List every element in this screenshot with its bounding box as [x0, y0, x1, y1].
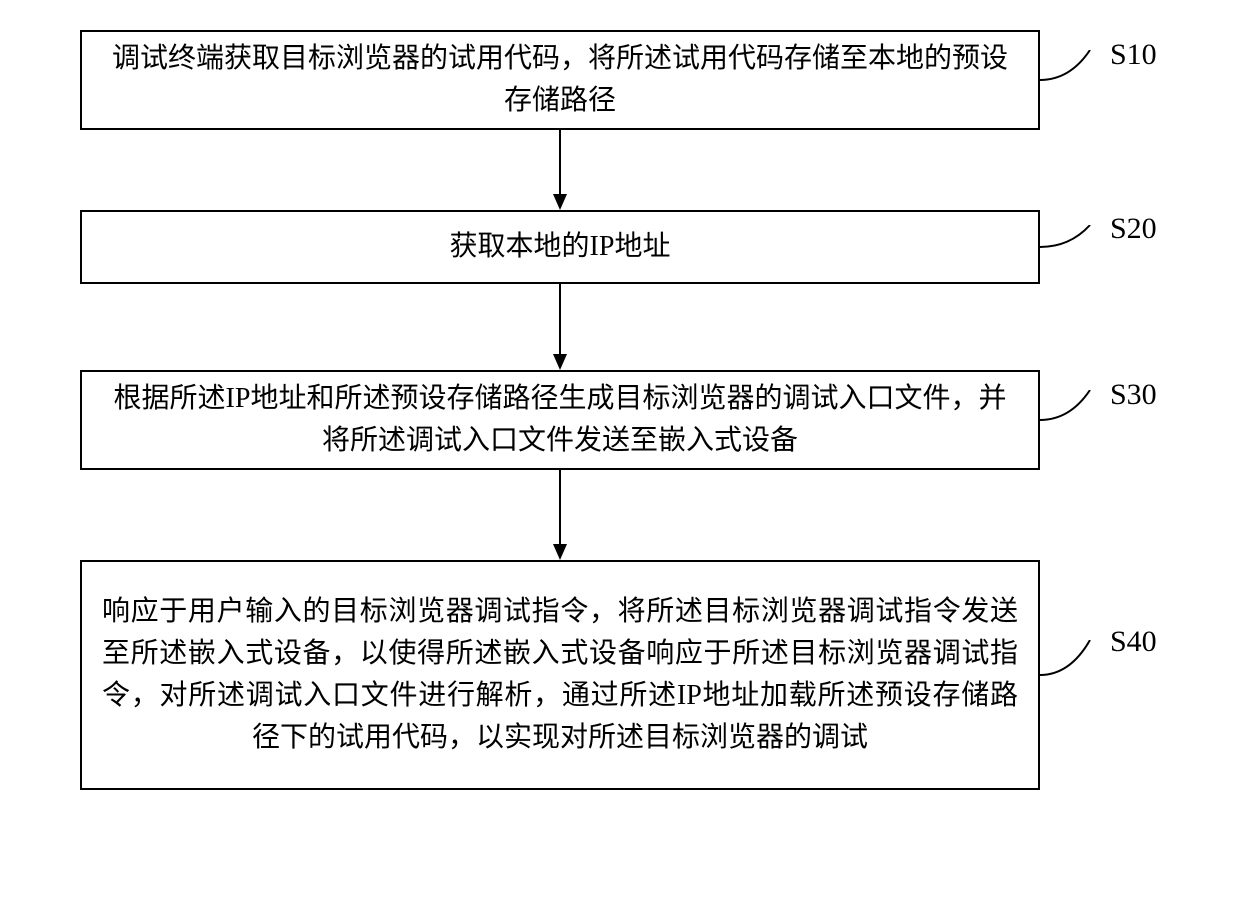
label-connector-s30: [1040, 390, 1110, 450]
step-text: 调试终端获取目标浏览器的试用代码，将所述试用代码存储至本地的预设存储路径: [102, 38, 1018, 122]
step-label-s10: S10: [1110, 38, 1157, 72]
step-text: 获取本地的IP地址: [450, 226, 671, 268]
step-box-s40: 响应于用户输入的目标浏览器调试指令，将所述目标浏览器调试指令发送至所述嵌入式设备…: [80, 560, 1040, 790]
step-text: 根据所述IP地址和所述预设存储路径生成目标浏览器的调试入口文件，并将所述调试入口…: [102, 378, 1018, 462]
label-connector-s20: [1040, 225, 1110, 275]
step-text: 响应于用户输入的目标浏览器调试指令，将所述目标浏览器调试指令发送至所述嵌入式设备…: [102, 591, 1018, 759]
label-connector-s10: [1040, 50, 1110, 110]
step-label-s30: S30: [1110, 378, 1157, 412]
label-connector-s40: [1040, 640, 1110, 710]
arrow-s10-s20: [552, 130, 568, 210]
arrow-s20-s30: [552, 284, 568, 370]
step-label-s40: S40: [1110, 625, 1157, 659]
step-box-s30: 根据所述IP地址和所述预设存储路径生成目标浏览器的调试入口文件，并将所述调试入口…: [80, 370, 1040, 470]
step-label-s20: S20: [1110, 212, 1157, 246]
step-box-s10: 调试终端获取目标浏览器的试用代码，将所述试用代码存储至本地的预设存储路径: [80, 30, 1040, 130]
arrow-s30-s40: [552, 470, 568, 560]
step-box-s20: 获取本地的IP地址: [80, 210, 1040, 284]
